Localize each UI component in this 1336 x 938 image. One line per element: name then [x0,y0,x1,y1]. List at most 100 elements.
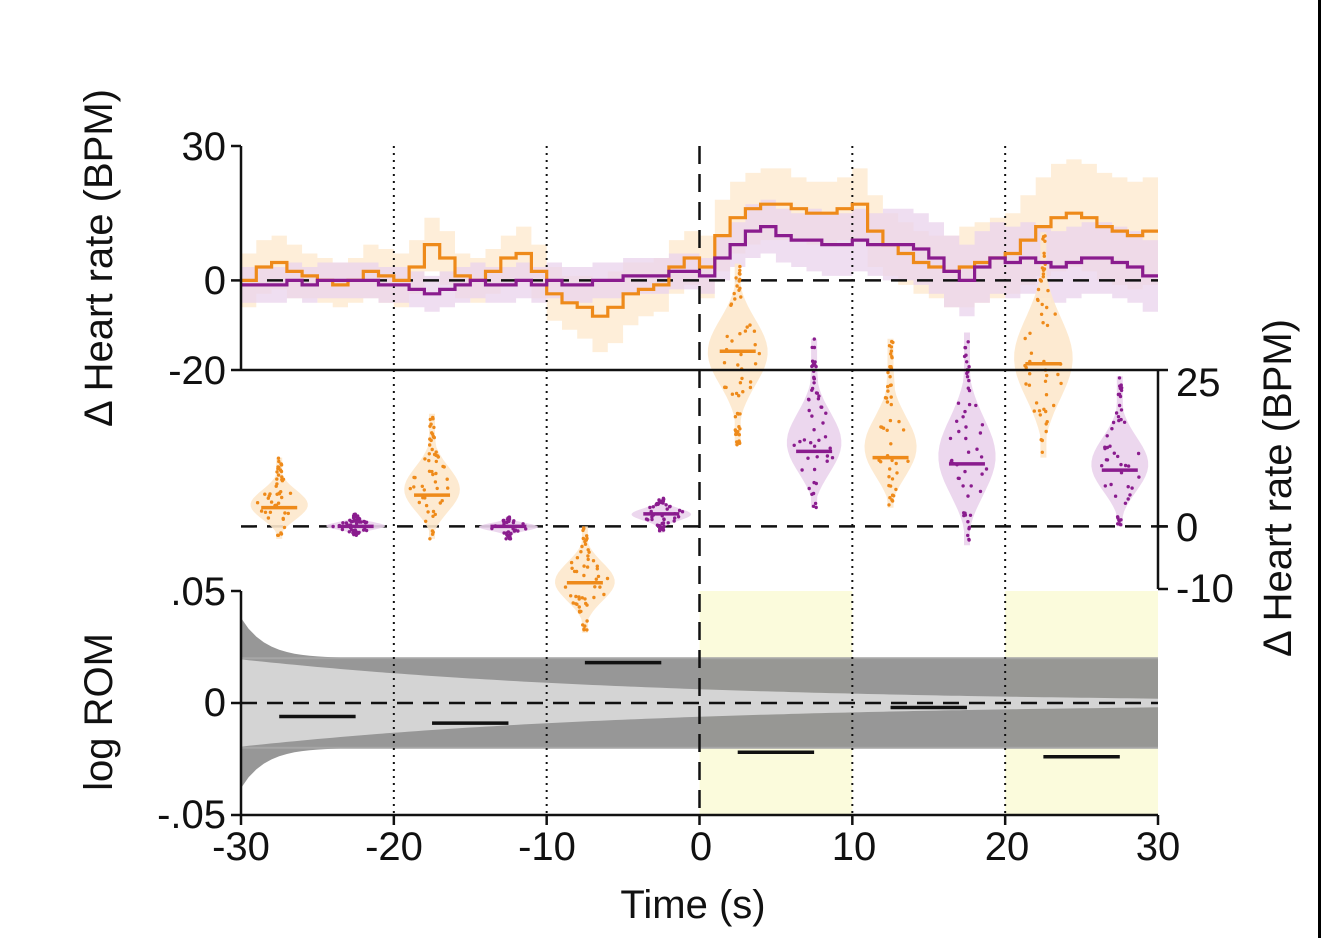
violin-dot [967,378,971,383]
violin-dot [354,521,359,526]
violin-dot [1112,451,1117,455]
violin-dot [593,585,597,589]
violin-dot [825,454,830,458]
violin-dot [1114,411,1119,415]
violin-dot [889,365,893,369]
violin-dot [432,435,436,440]
violin-dot [1123,501,1128,505]
violin-dot [427,458,431,463]
violin-dot [757,351,761,356]
violin-dot [428,443,432,447]
violin-dot [733,297,737,301]
violin-dot [662,497,666,501]
violin-dot [583,542,588,546]
violin-dot [811,491,816,496]
violin-dot [1028,372,1032,376]
bottom-y-axis-title: log ROM [77,633,121,791]
violin-dot [820,405,824,409]
violin-dot [1105,458,1110,462]
xtick-label-30: 30 [1136,825,1181,869]
violin-dot [753,343,757,347]
violin-dot [1040,450,1045,454]
violin-dot [602,592,606,597]
violin-dot [798,439,802,444]
violin-dot [738,286,742,290]
bottom-ytick-label-0: 0 [204,681,226,725]
violin-dot [879,460,883,464]
violin-dot [582,573,586,578]
violin-dot [667,505,672,509]
violin-dot [738,264,742,269]
violin-dot [1115,515,1120,519]
violin-dot [1137,475,1141,479]
violin-dot [353,528,357,532]
series-line-orange [241,202,1158,318]
violin-dot [651,505,655,509]
violin-dot [430,532,435,536]
violin-dot [278,468,283,472]
violin-dot [1032,409,1037,413]
violin-dot [889,352,893,356]
violin-dot [964,436,968,441]
violin-dot [1128,493,1132,497]
violin-dot [263,510,268,514]
violin-dot [1043,379,1048,383]
violin-dot [279,463,284,467]
violin-dot [975,447,979,451]
violin-dot [420,484,424,488]
violin-dot [662,524,666,529]
violin-dot [267,494,271,498]
violin-dot [980,423,985,427]
violin-dot [1123,463,1128,468]
violin-dot [966,340,970,344]
violin-group [250,232,1149,633]
violin-dot [655,502,659,506]
violin-dot [423,496,427,500]
violin-dot [890,458,894,463]
violin-dot [814,505,818,510]
violin-dot [965,375,970,379]
violin-dot [737,433,741,437]
violin-dot [738,381,743,385]
violin-dot [417,500,421,505]
violin-dot [1100,464,1104,468]
violin-dot [506,530,511,534]
violin-dot [984,467,989,471]
violin-dot [577,605,581,609]
violin-dot [586,557,590,562]
violin-dot [1045,305,1049,310]
violin-dot [594,577,598,581]
violin-dot [434,450,438,454]
violin-dot [583,597,587,601]
violin-dot [886,370,890,375]
violin-dot [888,383,892,388]
violin-dot [592,595,596,600]
violin-dot [1126,464,1131,468]
violin-dot [1041,275,1046,279]
violin-dot [812,444,817,448]
violin-dot [1039,279,1044,283]
violin-dot [657,498,661,502]
violin-dot [441,464,445,469]
violin-dot [810,364,814,369]
violin-8 [864,338,917,508]
violin-dot [1117,519,1122,523]
violin-dot [598,585,602,589]
violin-dot [962,513,966,518]
violin-dot [276,533,281,537]
violin-dot [1042,407,1046,411]
violin-dot [969,484,973,488]
violin-dot [1113,494,1118,498]
violin-dot [428,417,432,422]
violin-dot [587,550,591,554]
violin-dot [817,394,821,398]
violin-dot [413,475,417,480]
violin-dot [426,510,430,514]
violin-dot [963,346,968,350]
violin-dot [967,365,971,369]
violin-dot [446,486,450,490]
violin-dot [1039,438,1043,442]
violin-dot [440,499,444,503]
xtick-label-neg10: -10 [518,825,576,869]
